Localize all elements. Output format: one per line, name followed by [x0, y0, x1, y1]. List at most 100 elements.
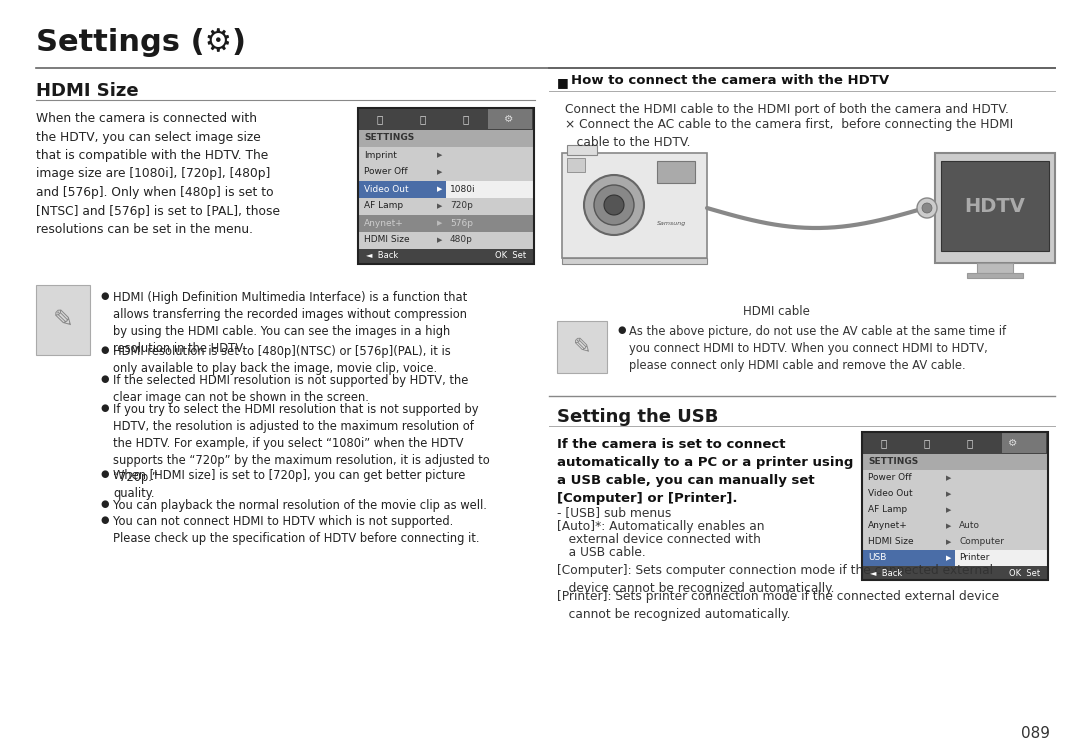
Circle shape — [917, 198, 937, 218]
Text: AF Lamp: AF Lamp — [364, 201, 403, 210]
Text: 🔈: 🔈 — [420, 114, 427, 124]
Bar — [357, 164, 534, 181]
Text: × Connect the AC cable to the camera first,  before connecting the HDMI
   cable: × Connect the AC cable to the camera fir… — [565, 118, 1013, 149]
Text: AF Lamp: AF Lamp — [868, 506, 907, 515]
Text: 🔈: 🔈 — [923, 438, 930, 448]
Bar — [1002, 433, 1047, 453]
Text: [Printer]: Sets printer connection mode if the connected external device
   cann: [Printer]: Sets printer connection mode … — [557, 590, 999, 621]
Text: ⚙: ⚙ — [1009, 438, 1017, 448]
Text: You can playback the normal resolution of the movie clip as well.: You can playback the normal resolution o… — [113, 498, 487, 512]
Text: Setting the USB: Setting the USB — [557, 408, 718, 426]
Bar — [357, 232, 534, 249]
Text: - [USB] sub menus: - [USB] sub menus — [557, 506, 672, 519]
Text: ✎: ✎ — [572, 337, 592, 357]
Bar — [357, 198, 534, 215]
Text: Anynet+: Anynet+ — [868, 521, 908, 530]
Circle shape — [604, 195, 624, 215]
Text: 089: 089 — [1021, 726, 1050, 741]
Bar — [557, 321, 607, 373]
Bar — [562, 258, 707, 264]
Text: ●: ● — [100, 345, 108, 355]
Text: ▶: ▶ — [946, 491, 951, 497]
Bar — [977, 263, 1013, 273]
Text: If the camera is set to connect
automatically to a PC or a printer using
a USB c: If the camera is set to connect automati… — [557, 438, 853, 505]
Bar — [657, 161, 696, 183]
Text: ▶: ▶ — [437, 186, 443, 192]
Text: 720p: 720p — [450, 201, 473, 210]
Text: HDMI (High Definition Multimedia Interface) is a function that
allows transferri: HDMI (High Definition Multimedia Interfa… — [113, 291, 468, 355]
Text: When [HDMI size] is set to [720p], you can get better picture
quality.: When [HDMI size] is set to [720p], you c… — [113, 469, 465, 500]
Bar — [567, 145, 597, 155]
Text: ▶: ▶ — [437, 152, 443, 158]
Text: If the selected HDMI resolution is not supported by HDTV, the
clear image can no: If the selected HDMI resolution is not s… — [113, 374, 469, 404]
Text: a USB cable.: a USB cable. — [557, 546, 646, 559]
Text: Printer: Printer — [959, 554, 989, 562]
Bar — [357, 108, 534, 130]
Text: Video Out: Video Out — [868, 489, 913, 498]
Text: Imprint: Imprint — [364, 151, 396, 160]
Bar — [862, 550, 1048, 566]
Bar — [862, 470, 1048, 486]
Text: 📱: 📱 — [967, 438, 973, 448]
Text: OK  Set: OK Set — [1009, 568, 1040, 577]
Bar — [941, 161, 1049, 251]
Text: 📷: 📷 — [881, 438, 887, 448]
Text: Power Off: Power Off — [364, 168, 407, 177]
Bar — [862, 534, 1048, 550]
Bar — [862, 454, 1048, 470]
Text: HDMI resolution is set to [480p](NTSC) or [576p](PAL), it is
only available to p: HDMI resolution is set to [480p](NTSC) o… — [113, 345, 450, 375]
Text: Power Off: Power Off — [868, 474, 912, 483]
Text: USB: USB — [868, 554, 887, 562]
Bar — [357, 249, 534, 264]
Text: Anynet+: Anynet+ — [364, 219, 404, 228]
Text: ▶: ▶ — [946, 523, 951, 529]
Text: ●: ● — [617, 325, 625, 335]
Text: How to connect the camera with the HDTV: How to connect the camera with the HDTV — [571, 74, 889, 87]
Bar — [357, 215, 534, 232]
Text: ▶: ▶ — [946, 539, 951, 545]
Bar — [955, 550, 1048, 566]
Bar — [357, 147, 534, 164]
Bar — [862, 566, 1048, 580]
Text: When the camera is connected with
the HDTV, you can select image size
that is co: When the camera is connected with the HD… — [36, 112, 280, 236]
Text: Computer: Computer — [959, 538, 1004, 547]
Text: 📷: 📷 — [377, 114, 383, 124]
Text: ●: ● — [100, 374, 108, 384]
Circle shape — [922, 203, 932, 213]
Bar — [862, 486, 1048, 502]
Text: HDMI Size: HDMI Size — [36, 82, 138, 100]
Bar — [862, 432, 1048, 580]
Bar — [357, 181, 534, 198]
Text: You can not connect HDMI to HDTV which is not supported.
Please check up the spe: You can not connect HDMI to HDTV which i… — [113, 515, 480, 545]
Text: ▶: ▶ — [437, 220, 443, 226]
Bar — [935, 153, 1055, 263]
Text: ▶: ▶ — [437, 169, 443, 175]
Text: ●: ● — [100, 498, 108, 509]
Text: ⚙: ⚙ — [504, 114, 514, 124]
Text: Video Out: Video Out — [364, 184, 408, 193]
Bar — [357, 108, 534, 264]
Text: external device connected with: external device connected with — [557, 533, 761, 546]
Text: 1080i: 1080i — [450, 184, 475, 193]
Text: HDTV: HDTV — [964, 196, 1025, 216]
Text: ▶: ▶ — [946, 507, 951, 513]
Text: ▶: ▶ — [946, 475, 951, 481]
Text: Samsung: Samsung — [658, 221, 687, 225]
Text: [Computer]: Sets computer connection mode if the connected external
   device ca: [Computer]: Sets computer connection mod… — [557, 564, 993, 595]
Text: ▶: ▶ — [946, 555, 951, 561]
Text: ◄  Back: ◄ Back — [366, 251, 399, 260]
Text: 📱: 📱 — [463, 114, 469, 124]
Text: SETTINGS: SETTINGS — [364, 134, 415, 142]
Bar — [357, 130, 534, 147]
Text: ●: ● — [100, 403, 108, 413]
Text: 576p: 576p — [450, 219, 473, 228]
Text: HDMI Size: HDMI Size — [364, 236, 409, 245]
Text: HDMI Size: HDMI Size — [868, 538, 914, 547]
Text: ✎: ✎ — [53, 308, 73, 332]
Text: ●: ● — [100, 469, 108, 480]
Circle shape — [584, 175, 644, 235]
Text: ■: ■ — [557, 76, 569, 89]
Text: As the above picture, do not use the AV cable at the same time if
you connect HD: As the above picture, do not use the AV … — [629, 325, 1007, 372]
Text: HDMI cable: HDMI cable — [743, 305, 809, 318]
Bar — [562, 153, 707, 258]
